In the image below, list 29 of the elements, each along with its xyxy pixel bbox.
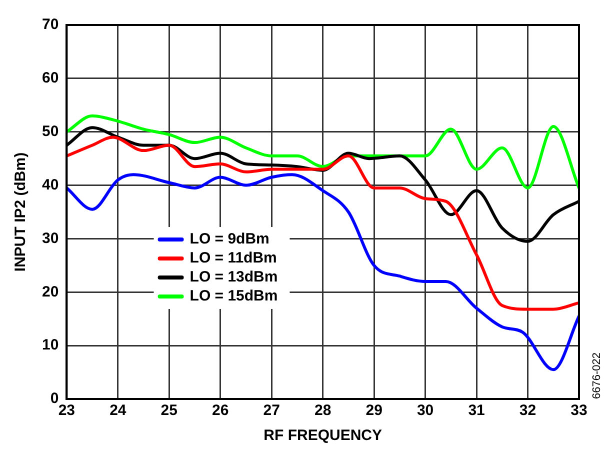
legend-label: LO = 13dBm bbox=[190, 268, 278, 286]
y-tick-label: 30 bbox=[42, 230, 59, 247]
legend-label: LO = 11dBm bbox=[190, 250, 277, 267]
y-tick-label: 70 bbox=[42, 16, 59, 34]
x-axis-title: RF FREQUENCY bbox=[264, 427, 382, 444]
y-tick-label: 60 bbox=[42, 70, 59, 87]
x-tick-label: 33 bbox=[570, 402, 588, 420]
x-tick-label: 23 bbox=[58, 402, 76, 420]
y-tick-label: 0 bbox=[50, 390, 59, 408]
y-tick-label: 40 bbox=[42, 176, 59, 194]
x-tick-label: 31 bbox=[468, 402, 485, 420]
legend-label: LO = 15dBm bbox=[190, 288, 278, 305]
y-tick-label: 50 bbox=[42, 123, 59, 140]
legend-label: LO = 9dBm bbox=[190, 230, 270, 248]
x-tick-label: 30 bbox=[416, 402, 434, 420]
line-series bbox=[66, 114, 579, 190]
text: 6676-022 bbox=[591, 352, 604, 399]
x-tick-label: 29 bbox=[366, 402, 382, 420]
line-series bbox=[66, 136, 579, 311]
y-axis-title: INPUT IP2 (dBm) bbox=[12, 152, 30, 272]
x-tick-label: 28 bbox=[314, 402, 332, 420]
y-tick-label: 10 bbox=[42, 336, 59, 354]
y-tick-label: 20 bbox=[42, 283, 59, 300]
x-tick-label: 24 bbox=[110, 402, 127, 420]
x-tick-label: 32 bbox=[519, 402, 536, 420]
x-tick-label: 26 bbox=[212, 402, 229, 420]
x-tick-label: 25 bbox=[160, 402, 178, 420]
line-series bbox=[66, 173, 579, 372]
x-tick-label: 27 bbox=[263, 402, 280, 420]
